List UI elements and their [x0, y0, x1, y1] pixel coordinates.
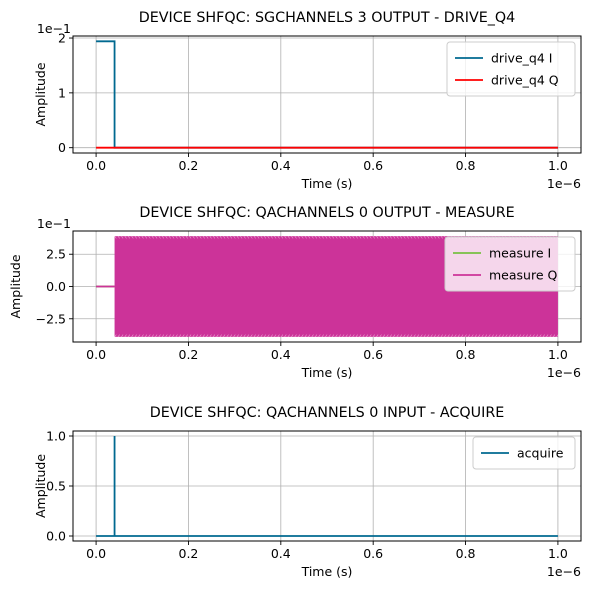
x-tick-label: 0.4 — [271, 546, 291, 561]
y-axis-label: Amplitude — [33, 62, 48, 126]
plot-area — [96, 40, 558, 149]
y-tick-label: 0 — [58, 140, 66, 155]
y-offset-label: 1e−1 — [37, 21, 71, 36]
y-tick-label: 2 — [58, 31, 66, 46]
legend: acquire — [472, 436, 576, 470]
x-tick-label: 0.0 — [86, 158, 106, 173]
y-axis-label: Amplitude — [33, 454, 48, 518]
x-tick-label: 0.0 — [86, 546, 106, 561]
x-tick-label: 0.6 — [363, 158, 383, 173]
x-offset-label: 1e−6 — [547, 365, 581, 380]
legend-label: acquire — [517, 446, 564, 461]
legend-label: measure I — [489, 246, 551, 261]
x-tick-label: 0.6 — [363, 546, 383, 561]
y-offset-label: 1e−1 — [37, 216, 71, 231]
x-tick-label: 0.0 — [86, 347, 106, 362]
x-tick-label: 0.6 — [363, 347, 383, 362]
x-axis-label: Time (s) — [301, 564, 353, 579]
x-tick-label: 1.0 — [548, 158, 568, 173]
y-tick-label: 0.5 — [46, 479, 66, 494]
axes-frame — [72, 35, 582, 154]
legend: drive_q4 I drive_q4 Q — [446, 41, 576, 97]
legend-label: drive_q4 I — [491, 51, 552, 66]
x-tick-label: 0.2 — [179, 347, 199, 362]
x-offset-label: 1e−6 — [547, 176, 581, 191]
plot-area — [96, 436, 558, 537]
y-tick-label: 1 — [58, 85, 66, 100]
x-tick-label: 1.0 — [548, 546, 568, 561]
legend-box — [446, 41, 576, 97]
legend-label: measure Q — [489, 268, 557, 283]
legend-box — [444, 236, 576, 292]
x-tick-label: 0.2 — [179, 546, 199, 561]
chart-title: DEVICE SHFQC: QACHANNELS 0 OUTPUT - MEAS… — [139, 205, 514, 221]
y-axis-label: Amplitude — [8, 254, 23, 318]
x-tick-label: 0.4 — [271, 347, 291, 362]
y-tick-label: 0.0 — [46, 529, 66, 544]
y-tick-label: 0.0 — [46, 279, 66, 294]
legend-box — [472, 436, 576, 470]
legend: measure I measure Q — [444, 236, 576, 292]
x-tick-label: 1.0 — [548, 347, 568, 362]
x-tick-label: 0.8 — [456, 347, 476, 362]
y-tick-label: 1.0 — [46, 429, 66, 444]
chart-title: DEVICE SHFQC: QACHANNELS 0 INPUT - ACQUI… — [150, 405, 505, 421]
x-tick-label: 0.8 — [456, 546, 476, 561]
legend-label: drive_q4 Q — [491, 73, 559, 88]
chart-panel: DEVICE SHFQC: SGCHANNELS 3 OUTPUT - DRIV… — [33, 10, 582, 191]
x-axis-label: Time (s) — [301, 365, 353, 380]
x-tick-label: 0.8 — [456, 158, 476, 173]
chart-panel: DEVICE SHFQC: QACHANNELS 0 OUTPUT - MEAS… — [8, 205, 582, 380]
y-tick-label: 2.5 — [46, 247, 66, 262]
x-offset-label: 1e−6 — [547, 564, 581, 579]
chart-title: DEVICE SHFQC: SGCHANNELS 3 OUTPUT - DRIV… — [139, 10, 516, 26]
x-axis-label: Time (s) — [301, 176, 353, 191]
chart-panel: DEVICE SHFQC: QACHANNELS 0 INPUT - ACQUI… — [33, 405, 582, 579]
y-tick-label: −2.5 — [36, 311, 66, 326]
x-tick-label: 0.2 — [179, 158, 199, 173]
series-line — [96, 436, 558, 537]
x-tick-label: 0.4 — [271, 158, 291, 173]
